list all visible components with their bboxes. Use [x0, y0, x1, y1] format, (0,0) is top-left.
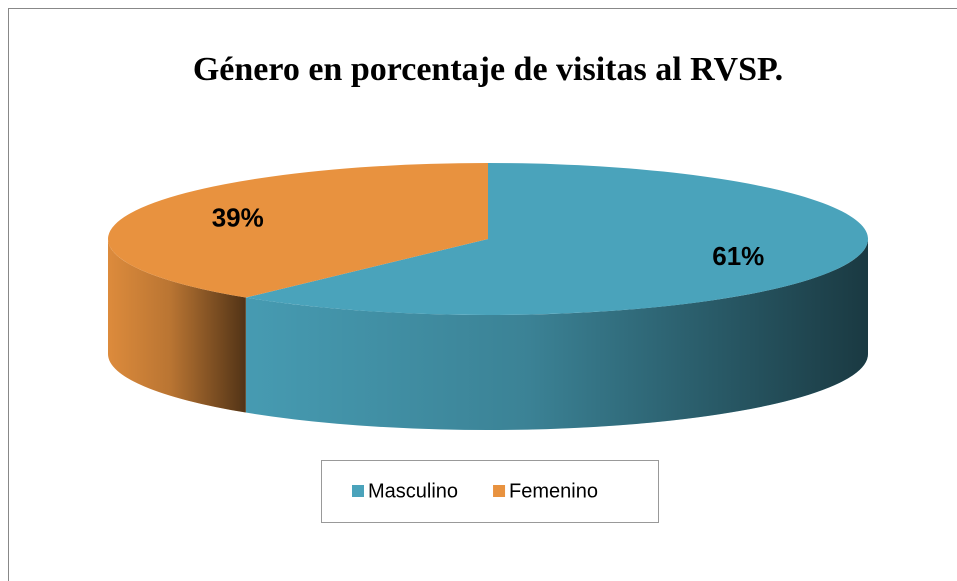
chart-title: Género en porcentaje de visitas al RVSP. — [193, 51, 783, 88]
legend-swatch — [493, 485, 506, 497]
legend-label: Femenino — [509, 480, 598, 502]
legend-swatch — [352, 485, 364, 497]
legend-label: Masculino — [368, 480, 458, 502]
slice — [245, 163, 868, 315]
data-label: 61% — [712, 241, 764, 271]
legend-box — [321, 460, 659, 523]
data-label: 39% — [212, 203, 264, 233]
chart-border — [8, 8, 957, 581]
slice-side-shade — [108, 239, 246, 413]
slice-side-shade — [245, 239, 869, 430]
slice — [107, 163, 488, 298]
